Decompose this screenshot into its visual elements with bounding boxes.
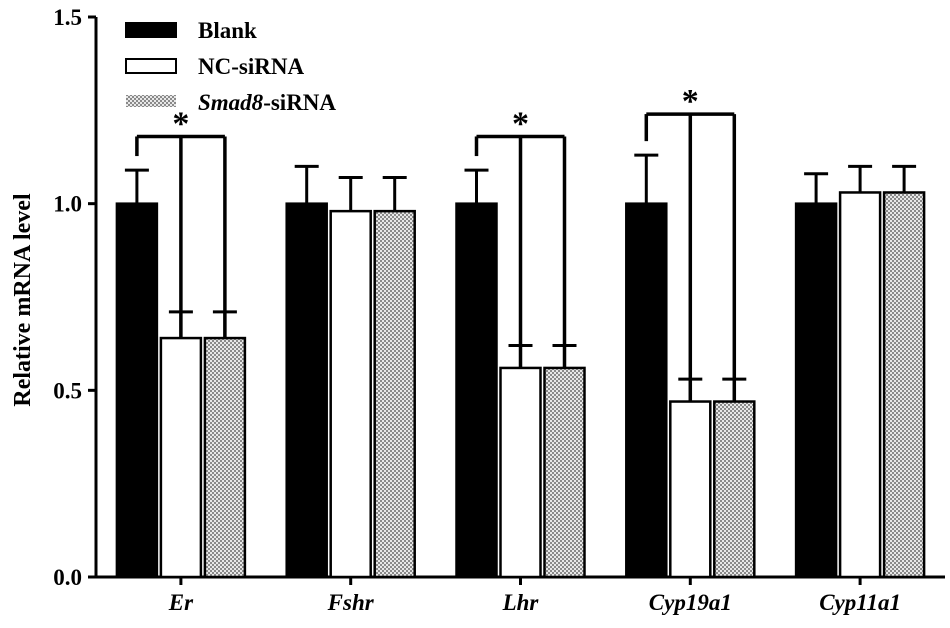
- bar-nc-sirna-er: [159, 336, 203, 579]
- bar-nc-sirna-cyp11a1: [838, 191, 882, 579]
- bar-blank-cyp11a1: [794, 202, 838, 579]
- x-tick-label: Cyp19a1: [649, 590, 732, 615]
- significance-star: *: [682, 83, 699, 120]
- y-tick-label: 0.5: [53, 378, 82, 403]
- bar-smad8-sirna-cyp11a1: [882, 191, 926, 579]
- significance-star: *: [172, 105, 189, 142]
- significance-star: *: [512, 105, 529, 142]
- bar-nc-sirna-fshr: [329, 209, 372, 579]
- bar-blank-fshr: [285, 202, 328, 579]
- y-axis-label: Relative mRNA level: [10, 193, 36, 407]
- x-tick-label: Cyp11a1: [819, 590, 901, 615]
- legend-label: NC-siRNA: [198, 54, 304, 79]
- bar-smad8-sirna-er: [203, 336, 247, 579]
- bar-nc-sirna-lhr: [499, 366, 542, 579]
- y-tick-label: 0.0: [53, 565, 82, 590]
- x-tick-label: Er: [168, 590, 194, 615]
- bar-blank-er: [115, 202, 159, 579]
- y-tick-label: 1.0: [53, 192, 82, 217]
- bar-smad8-sirna-cyp19a1: [713, 400, 756, 579]
- legend-swatch-nc-sirna: [125, 58, 177, 74]
- bar-smad8-sirna-fshr: [373, 209, 416, 579]
- bar-nc-sirna-cyp19a1: [669, 400, 712, 579]
- y-tick-label: 1.5: [53, 5, 82, 30]
- legend-swatch-blank: [125, 22, 177, 38]
- legend-label: Smad8-siRNA: [198, 90, 336, 115]
- bar-blank-cyp19a1: [625, 202, 668, 579]
- legend-swatch-smad8-sirna: [126, 95, 176, 107]
- x-tick-label: Fshr: [327, 590, 375, 615]
- bar-blank-lhr: [455, 202, 498, 579]
- x-tick-label: Lhr: [502, 590, 540, 615]
- legend-label: Blank: [198, 18, 257, 43]
- bar-smad8-sirna-lhr: [543, 366, 586, 579]
